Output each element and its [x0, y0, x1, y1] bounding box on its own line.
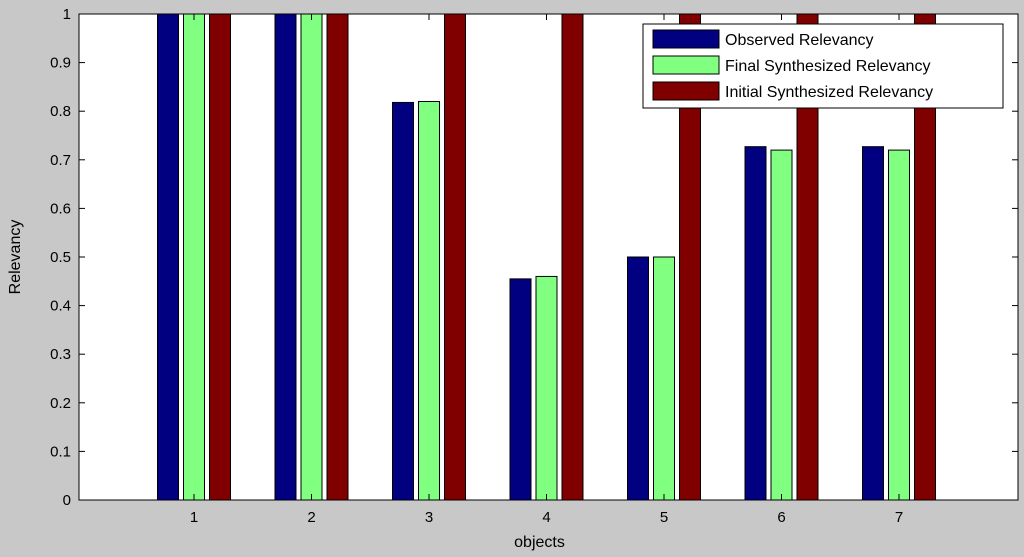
legend-swatch	[652, 55, 720, 75]
x-tick-label: 3	[425, 509, 433, 526]
x-axis-label: objects	[514, 534, 565, 551]
y-tick-label: 0.7	[50, 152, 71, 169]
bar-final-synthesized-relevancy-5	[653, 256, 675, 501]
y-tick-label: 0.3	[50, 346, 71, 363]
y-axis-label: Relevancy	[7, 220, 24, 295]
y-tick-label: 0.2	[50, 395, 71, 412]
x-tick-label: 6	[777, 509, 785, 526]
legend-swatch	[652, 29, 720, 49]
y-tick-label: 1	[63, 6, 71, 23]
bar-initial-synthesized-relevancy-4	[561, 13, 584, 501]
bar-initial-synthesized-relevancy-2	[326, 13, 349, 501]
x-tick-label: 5	[660, 509, 668, 526]
y-tick-label: 0.4	[50, 298, 71, 315]
bar-observed-relevancy-5	[627, 256, 649, 501]
bar-observed-relevancy-4	[509, 278, 532, 501]
bar-final-synthesized-relevancy-1	[183, 13, 205, 501]
bar-observed-relevancy-3	[392, 101, 414, 501]
bar-final-synthesized-relevancy-3	[418, 100, 440, 501]
y-tick-label: 0.5	[50, 249, 71, 266]
bar-final-synthesized-relevancy-7	[888, 149, 910, 501]
bar-observed-relevancy-1	[157, 13, 179, 501]
y-tick-label: 0.8	[50, 103, 71, 120]
legend-swatch	[652, 81, 720, 101]
x-tick-label: 2	[307, 509, 315, 526]
x-tick-label: 7	[895, 509, 903, 526]
legend: Observed Relevancy Final Synthesized Rele…	[642, 23, 1004, 109]
legend-label: Initial Synthesized Relevancy	[725, 84, 933, 101]
bars-group	[157, 13, 936, 501]
axes-group: 0 0.1 0.2 0.3 0.4 0.5 0.6 0.7 0.8 0.9 1 1 2 3 4 5 6 7	[50, 6, 1019, 526]
bar-final-synthesized-relevancy-6	[770, 149, 793, 501]
bar-observed-relevancy-7	[862, 146, 884, 501]
bar-observed-relevancy-2	[274, 13, 297, 501]
bar-final-synthesized-relevancy-4	[535, 275, 558, 501]
y-tick-label: 0.9	[50, 55, 71, 72]
bar-initial-synthesized-relevancy-3	[444, 13, 466, 501]
bar-final-synthesized-relevancy-2	[300, 13, 323, 501]
x-tick-label: 4	[542, 509, 550, 526]
y-tick-label: 0.6	[50, 200, 71, 217]
bar-initial-synthesized-relevancy-1	[209, 13, 231, 501]
y-tick-label: 0.1	[50, 443, 71, 460]
x-tick-label: 1	[190, 509, 198, 526]
legend-label: Final Synthesized Relevancy	[725, 58, 930, 75]
y-tick-label: 0	[63, 492, 71, 509]
legend-label: Observed Relevancy	[725, 32, 874, 49]
bar-observed-relevancy-6	[744, 146, 767, 501]
